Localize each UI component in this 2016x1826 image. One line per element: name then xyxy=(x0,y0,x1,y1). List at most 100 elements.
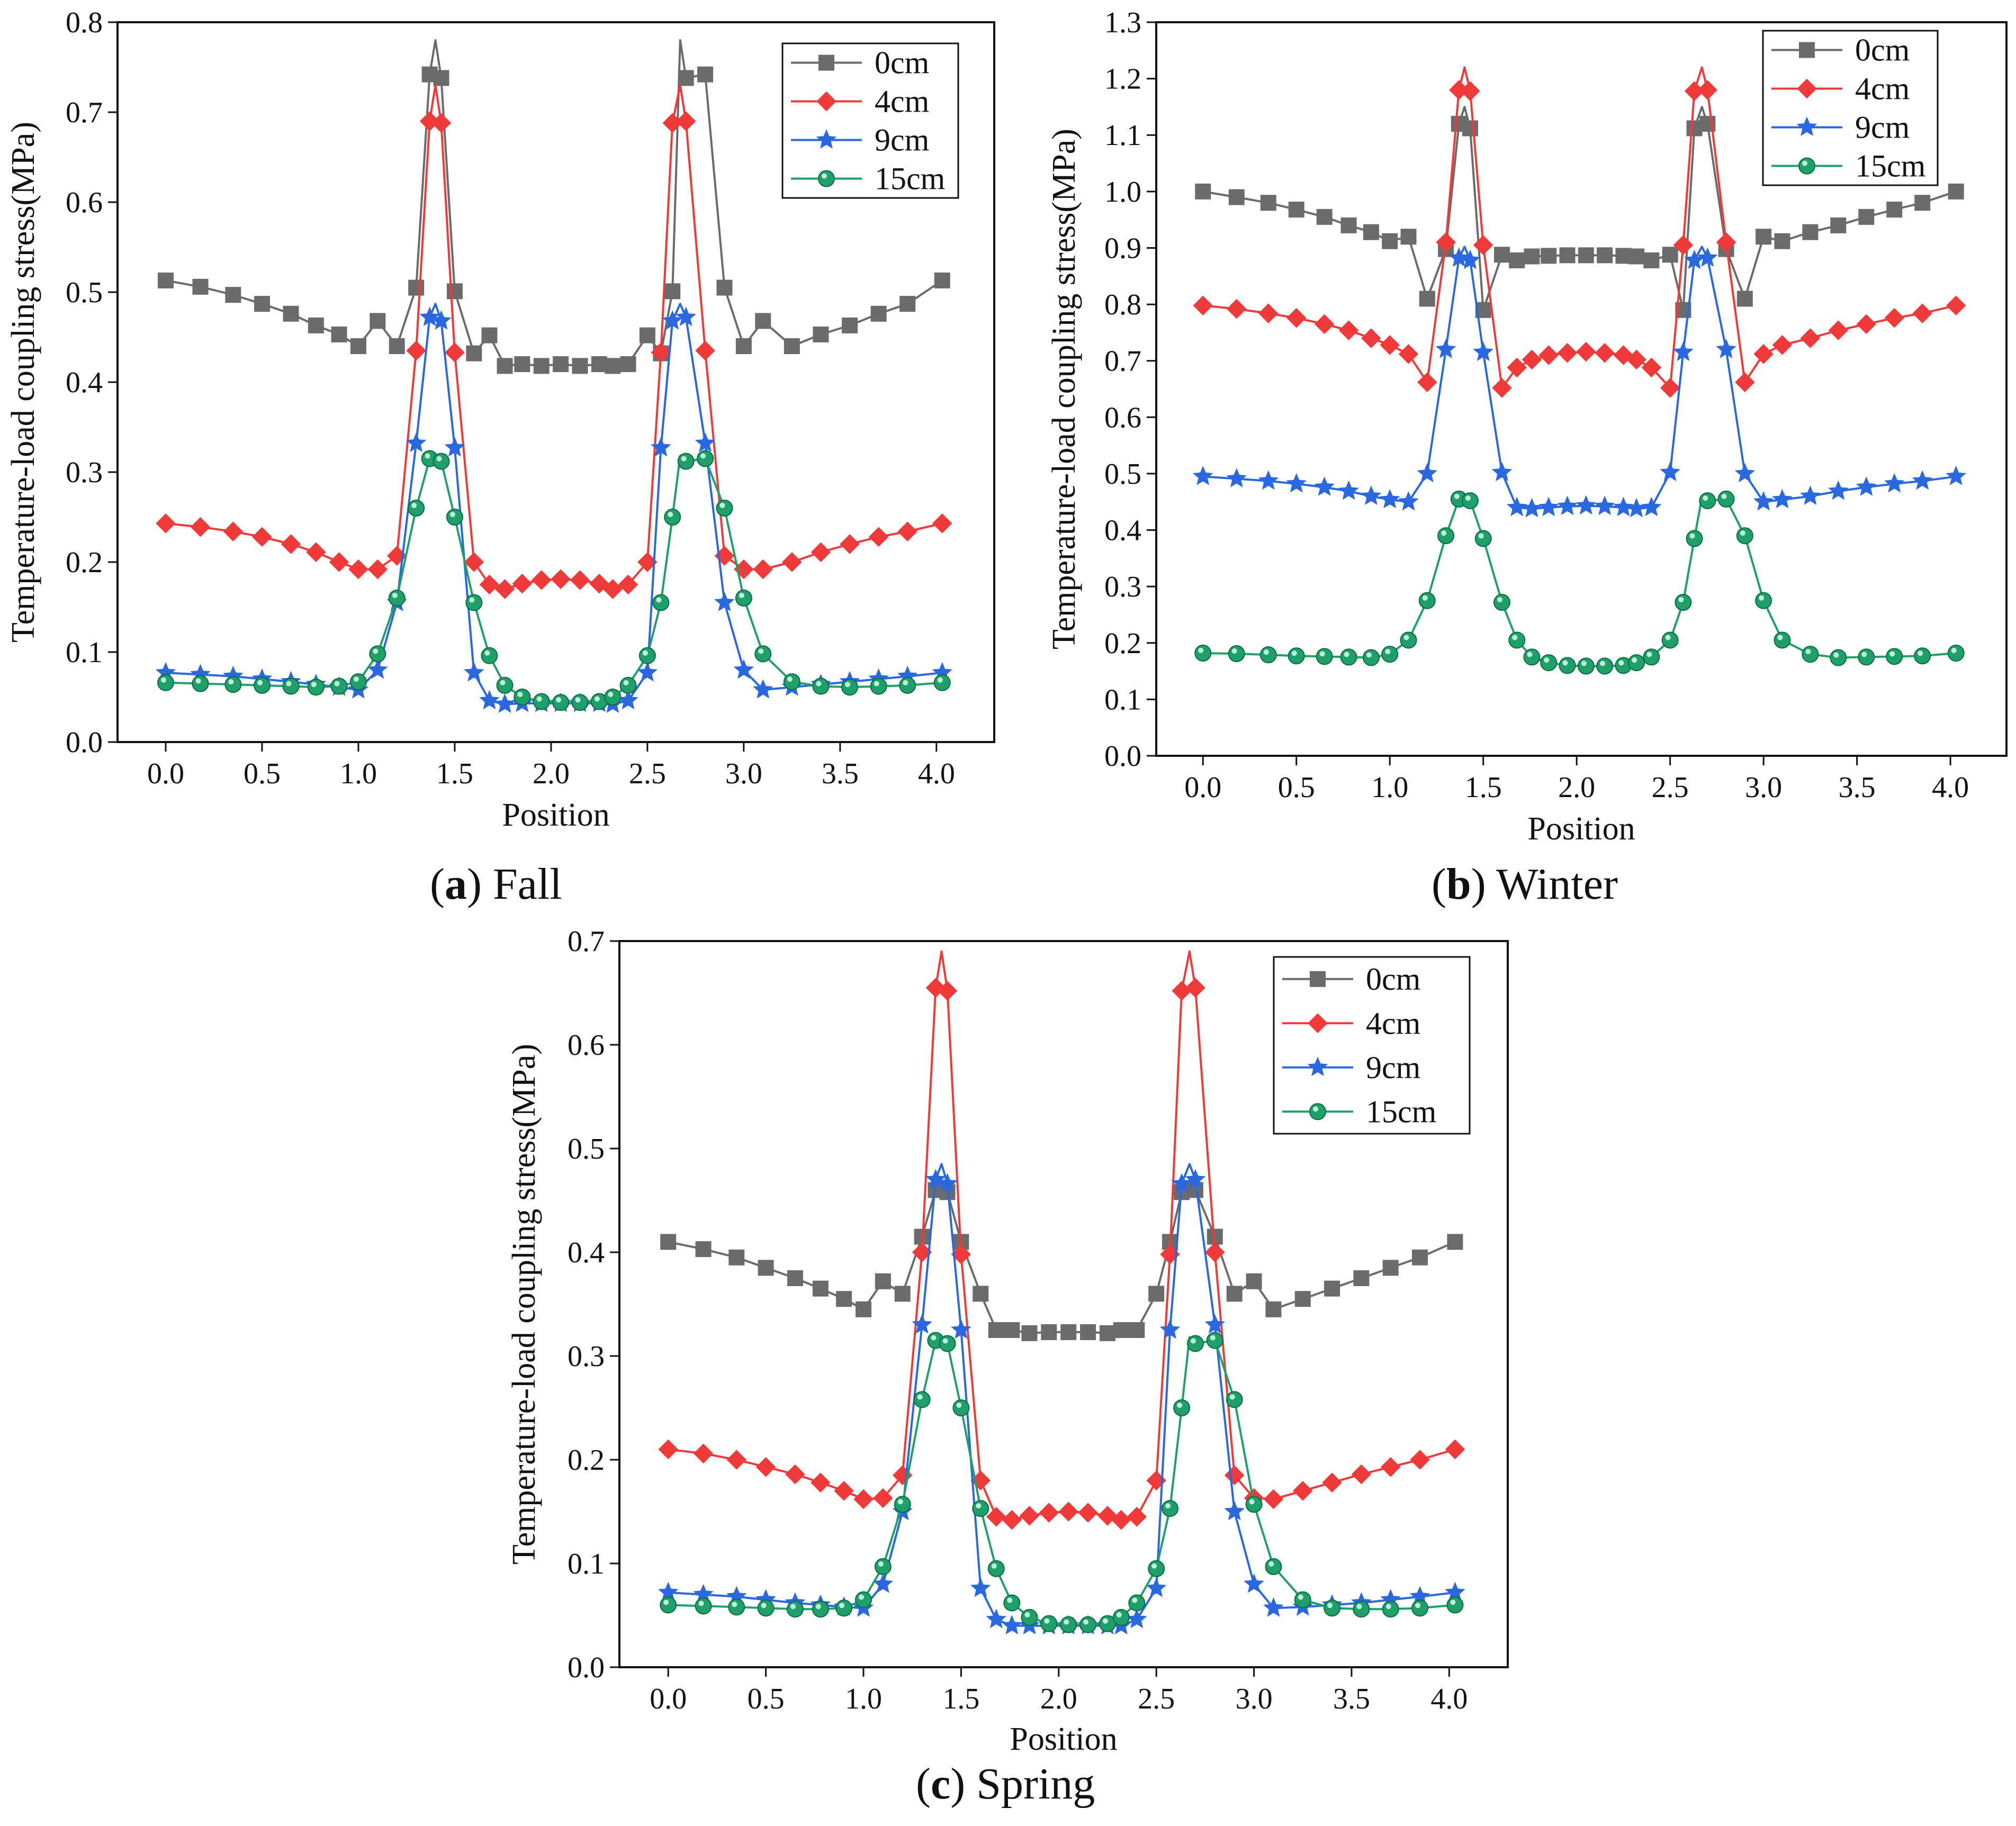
data-point-15cm xyxy=(1628,654,1645,672)
data-point-15cm xyxy=(1340,648,1357,666)
legend-marker-15cm xyxy=(1798,157,1815,175)
data-point-15cm xyxy=(1699,492,1716,510)
caption-winter-letter: b xyxy=(1446,860,1471,909)
legend-marker-0cm xyxy=(1310,971,1326,987)
legend-marker-0cm xyxy=(818,55,834,71)
x-tick-label: 2.0 xyxy=(1040,1683,1077,1715)
data-point-9cm xyxy=(714,592,735,611)
x-tick-label: 2.5 xyxy=(1138,1683,1175,1715)
data-point-15cm xyxy=(1437,527,1455,545)
data-point-15cm xyxy=(1381,646,1399,663)
data-point-0cm xyxy=(446,283,463,300)
data-point-15cm-highlight xyxy=(1678,597,1684,603)
data-point-4cm xyxy=(811,542,831,563)
legend-marker-15cm-highlight xyxy=(1802,160,1807,166)
data-point-9cm xyxy=(1576,495,1597,515)
data-point-15cm-highlight xyxy=(1889,651,1895,657)
data-point-15cm-highlight xyxy=(1544,657,1550,663)
data-point-0cm xyxy=(758,1260,774,1276)
data-point-4cm xyxy=(494,579,515,599)
series-15cm xyxy=(1194,490,1965,675)
data-point-9cm xyxy=(1002,1615,1022,1634)
data-point-0cm xyxy=(1041,1324,1057,1340)
data-point-0cm xyxy=(695,1241,712,1258)
data-point-9cm xyxy=(1171,1173,1192,1192)
data-point-4cm xyxy=(1172,981,1192,1001)
data-point-4cm xyxy=(431,113,452,133)
data-point-15cm-highlight xyxy=(436,456,442,462)
y-tick-label: 0.7 xyxy=(66,96,103,129)
data-point-0cm xyxy=(1228,189,1245,205)
data-point-4cm xyxy=(1507,357,1527,378)
data-point-0cm xyxy=(1736,291,1753,307)
data-point-4cm xyxy=(1286,308,1307,328)
data-point-4cm xyxy=(1641,357,1662,378)
data-point-15cm xyxy=(1194,644,1212,662)
data-point-4cm xyxy=(367,559,388,580)
data-point-4cm xyxy=(1828,320,1849,340)
data-point-4cm xyxy=(1856,314,1877,335)
data-point-9cm xyxy=(444,437,465,457)
data-point-15cm-highlight xyxy=(1441,530,1447,536)
data-point-15cm-highlight xyxy=(845,682,851,688)
data-point-9cm xyxy=(1772,489,1793,509)
data-point-4cm xyxy=(873,1488,893,1508)
caption-winter-close: ) xyxy=(1471,860,1497,909)
data-point-15cm-highlight xyxy=(1665,635,1671,640)
data-point-4cm xyxy=(1351,1464,1372,1485)
data-point-15cm xyxy=(728,1598,745,1616)
data-point-15cm-highlight xyxy=(858,1594,864,1600)
y-tick-label: 0.4 xyxy=(1104,514,1141,547)
data-point-15cm xyxy=(349,673,367,691)
data-point-9cm xyxy=(367,659,388,679)
data-point-15cm xyxy=(1559,657,1576,674)
data-point-0cm xyxy=(934,272,950,288)
data-point-0cm xyxy=(813,326,829,342)
data-point-0cm xyxy=(1099,1325,1115,1341)
x-tick-label: 1.5 xyxy=(942,1683,979,1715)
legend-marker-15cm-highlight xyxy=(1313,1106,1318,1112)
data-point-4cm xyxy=(1058,1502,1078,1522)
data-point-9cm xyxy=(970,1577,991,1597)
data-point-15cm-highlight xyxy=(942,1338,948,1344)
data-point-15cm-highlight xyxy=(1861,652,1867,657)
x-axis-title: Position xyxy=(1010,1721,1117,1757)
data-point-15cm xyxy=(433,453,450,470)
series-line-0cm xyxy=(668,1178,1456,1334)
data-point-9cm xyxy=(464,662,484,682)
data-point-4cm xyxy=(156,513,176,534)
data-point-15cm xyxy=(1755,592,1772,609)
data-point-15cm-highlight xyxy=(1478,533,1484,539)
data-point-4cm xyxy=(1538,345,1559,365)
data-point-4cm xyxy=(252,527,272,547)
data-point-15cm-highlight xyxy=(1512,635,1518,640)
data-point-15cm-highlight xyxy=(1422,595,1428,601)
data-point-15cm-highlight xyxy=(500,680,506,685)
y-tick-label: 0.5 xyxy=(66,276,103,309)
legend-label-4cm: 4cm xyxy=(1366,1006,1420,1041)
data-point-15cm xyxy=(952,1399,970,1416)
data-point-0cm xyxy=(1628,248,1645,265)
data-point-4cm xyxy=(329,552,349,572)
data-point-15cm xyxy=(465,594,483,611)
data-point-0cm xyxy=(1021,1325,1038,1341)
data-point-15cm xyxy=(192,675,209,692)
data-point-15cm xyxy=(716,500,733,517)
data-point-4cm xyxy=(868,527,889,547)
data-point-4cm xyxy=(223,521,244,541)
data-point-15cm xyxy=(1802,646,1819,663)
data-point-4cm xyxy=(1127,1507,1147,1527)
data-point-15cm-highlight xyxy=(719,503,725,508)
data-point-9cm xyxy=(1684,249,1705,269)
data-point-9cm xyxy=(1204,1314,1226,1334)
y-tick-label: 0.2 xyxy=(1104,627,1141,660)
data-point-15cm-highlight xyxy=(536,696,542,702)
x-tick-label: 1.5 xyxy=(436,757,473,790)
series-line-0cm xyxy=(165,39,943,367)
data-point-9cm xyxy=(1473,341,1493,361)
data-point-0cm xyxy=(1113,1322,1129,1338)
data-point-15cm xyxy=(854,1591,872,1608)
series-0cm xyxy=(1195,105,1964,318)
data-point-15cm xyxy=(1324,1599,1341,1617)
